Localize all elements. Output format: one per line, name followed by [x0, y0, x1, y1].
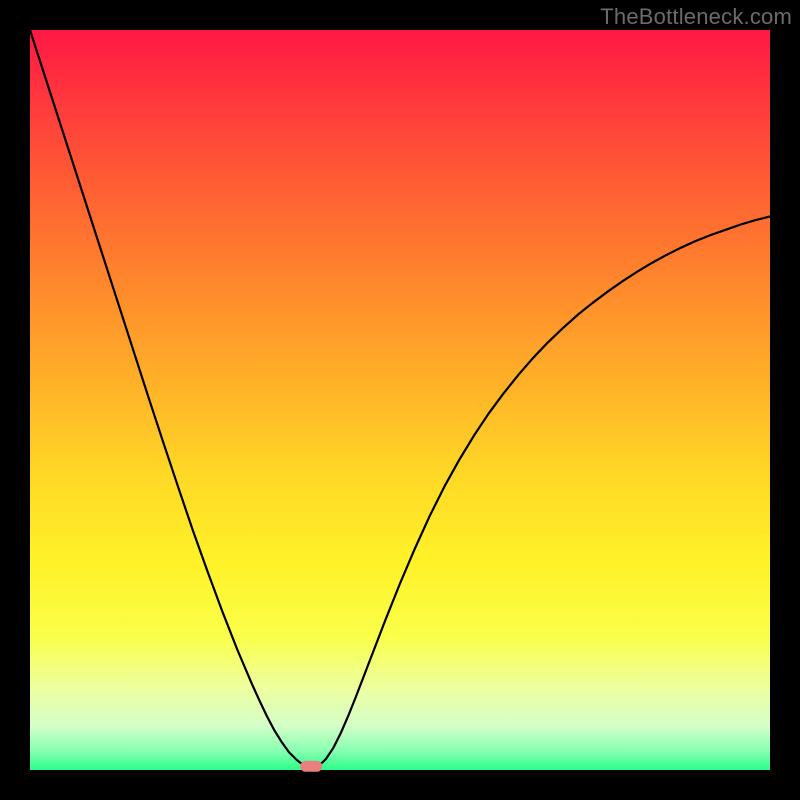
optimum-marker: [300, 761, 322, 772]
plot-background: [30, 30, 770, 770]
chart-container: TheBottleneck.com: [0, 0, 800, 800]
watermark-text: TheBottleneck.com: [600, 4, 792, 30]
bottleneck-chart: [0, 0, 800, 800]
